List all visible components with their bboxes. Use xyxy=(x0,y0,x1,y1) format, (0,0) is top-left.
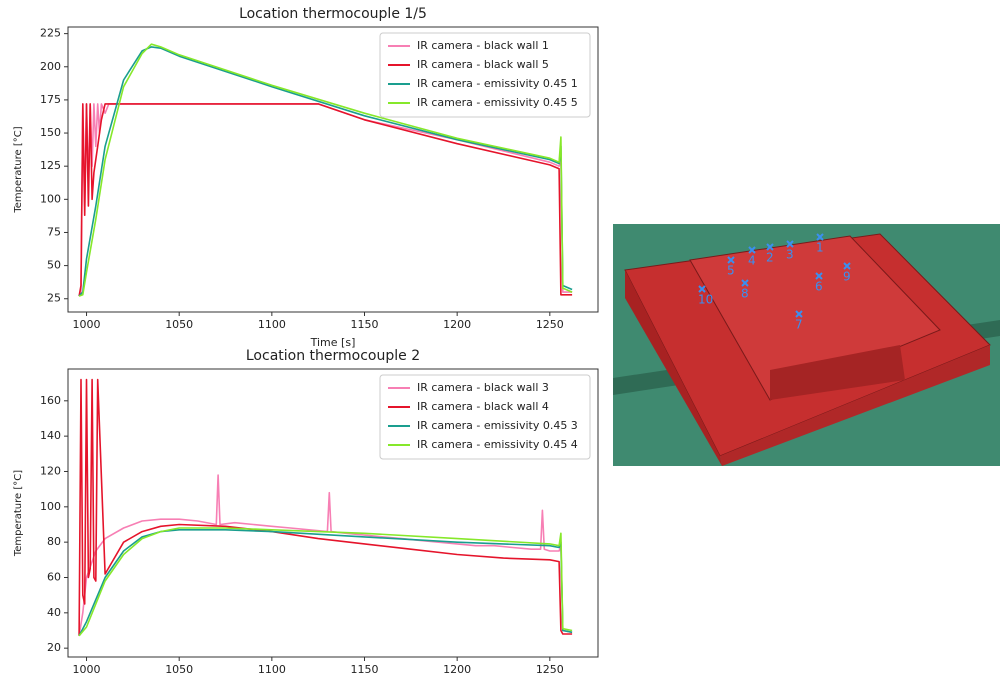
chart: Location thermocouple 2Time [s]Temperatu… xyxy=(13,348,598,683)
x-tick-label: 1050 xyxy=(165,318,193,331)
y-tick-label: 75 xyxy=(47,225,61,238)
y-tick-label: 150 xyxy=(40,126,61,139)
x-tick-label: 1150 xyxy=(351,318,379,331)
legend-label: IR camera - black wall 4 xyxy=(417,400,549,413)
y-tick-label: 175 xyxy=(40,93,61,106)
marker-label: 9 xyxy=(843,270,851,284)
marker-label: 8 xyxy=(741,287,749,301)
legend: IR camera - black wall 1 IR camera - blac… xyxy=(380,33,590,117)
legend-label: IR camera - black wall 5 xyxy=(417,58,549,71)
y-axis-label: Temperature [°C] xyxy=(13,126,24,213)
x-tick-label: 1250 xyxy=(536,663,564,676)
marker-label: 1 xyxy=(816,241,824,255)
y-tick-label: 140 xyxy=(40,429,61,442)
x-tick-label: 1250 xyxy=(536,318,564,331)
legend-label: IR camera - black wall 3 xyxy=(417,381,549,394)
marker-label: 3 xyxy=(786,248,794,262)
y-tick-label: 80 xyxy=(47,535,61,548)
marker-label: 7 xyxy=(795,318,803,332)
x-tick-label: 1200 xyxy=(443,318,471,331)
render-3d: 1 2 3 4 5 6 7 8 9 10 xyxy=(613,224,1000,466)
legend-label: IR camera - emissivity 0.45 5 xyxy=(417,96,578,109)
x-tick-label: 1200 xyxy=(443,663,471,676)
y-tick-label: 20 xyxy=(47,641,61,654)
y-tick-label: 40 xyxy=(47,606,61,619)
marker-label: 10 xyxy=(698,293,713,307)
series-line xyxy=(79,104,572,296)
y-tick-label: 125 xyxy=(40,159,61,172)
series-line xyxy=(79,475,572,636)
legend: IR camera - black wall 3 IR camera - blac… xyxy=(380,375,590,459)
y-tick-label: 100 xyxy=(40,192,61,205)
figure: 1 2 3 4 5 6 7 8 9 10 Location thermocoup… xyxy=(0,0,1000,683)
x-tick-label: 1100 xyxy=(258,318,286,331)
series-line xyxy=(79,104,572,296)
marker-label: 6 xyxy=(815,280,823,294)
legend-label: IR camera - emissivity 0.45 3 xyxy=(417,419,578,432)
x-tick-label: 1150 xyxy=(351,663,379,676)
y-tick-label: 160 xyxy=(40,394,61,407)
legend-label: IR camera - black wall 1 xyxy=(417,39,549,52)
y-axis-label: Temperature [°C] xyxy=(13,470,24,557)
marker-label: 2 xyxy=(766,251,774,265)
y-tick-label: 25 xyxy=(47,292,61,305)
legend-label: IR camera - emissivity 0.45 1 xyxy=(417,77,578,90)
x-tick-label: 1050 xyxy=(165,663,193,676)
chart-title: Location thermocouple 2 xyxy=(246,348,420,364)
y-tick-label: 50 xyxy=(47,259,61,272)
x-tick-label: 1000 xyxy=(73,663,101,676)
x-tick-label: 1100 xyxy=(258,663,286,676)
marker-label: 5 xyxy=(727,264,735,278)
legend-label: IR camera - emissivity 0.45 4 xyxy=(417,438,578,451)
y-tick-label: 120 xyxy=(40,464,61,477)
marker-label: 4 xyxy=(748,254,756,268)
y-tick-label: 200 xyxy=(40,60,61,73)
chart-title: Location thermocouple 1/5 xyxy=(239,6,427,22)
y-tick-label: 225 xyxy=(40,27,61,40)
y-tick-label: 60 xyxy=(47,570,61,583)
y-tick-label: 100 xyxy=(40,500,61,513)
x-tick-label: 1000 xyxy=(73,318,101,331)
